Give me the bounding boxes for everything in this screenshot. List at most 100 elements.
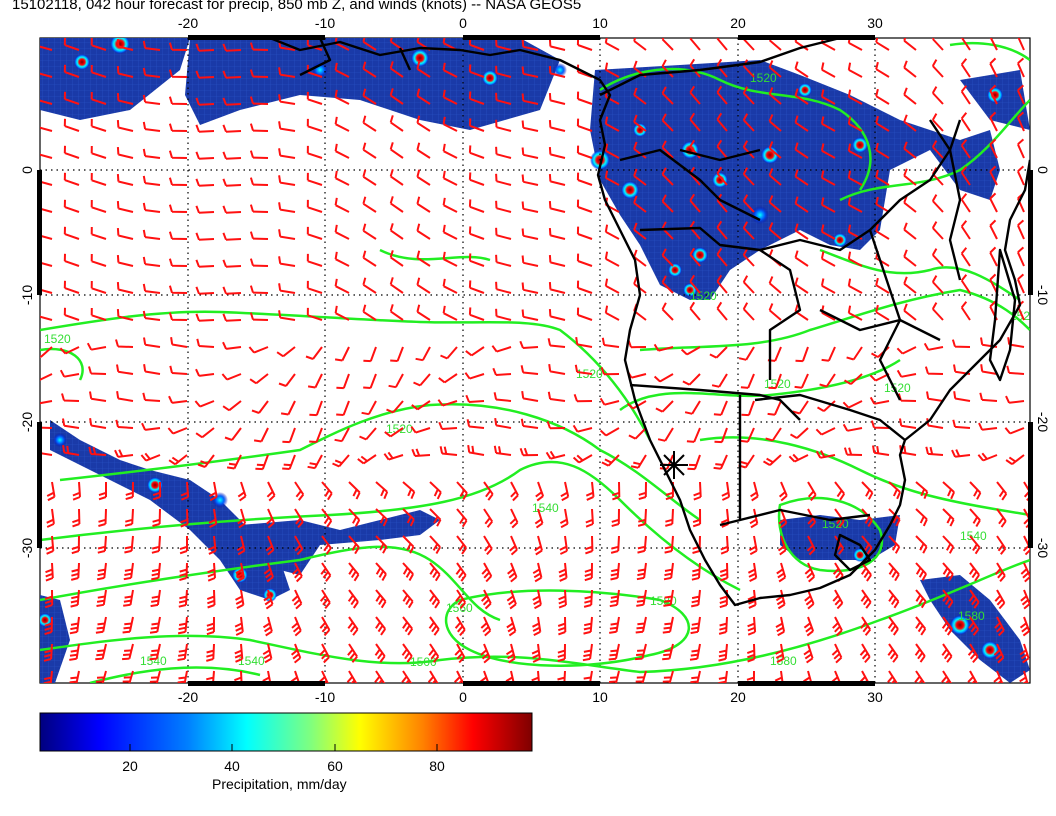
wind-barb	[559, 535, 568, 555]
wind-barb	[960, 85, 971, 105]
wind-barb	[653, 343, 674, 352]
wind-barb	[149, 616, 161, 634]
wind-barb	[711, 373, 728, 388]
wind-barb	[116, 93, 134, 105]
wind-barb	[415, 346, 431, 362]
wind-barb	[442, 170, 458, 186]
wind-barb	[768, 168, 782, 186]
wind-barb	[989, 111, 998, 132]
wind-barb	[495, 227, 512, 240]
wind-barb	[692, 508, 702, 528]
wind-barb	[573, 393, 593, 403]
wind-barb	[989, 165, 998, 186]
wind-barb	[90, 280, 107, 294]
wind-barb	[847, 278, 863, 294]
wind-barb	[657, 427, 674, 442]
wind-barb	[123, 562, 134, 581]
wind-barb	[718, 670, 728, 683]
wind-barb	[319, 589, 331, 609]
contour-label: 1560	[446, 601, 473, 615]
wind-barb	[768, 114, 782, 132]
wind-barb	[251, 400, 269, 414]
wind-barb	[960, 193, 971, 213]
wind-barb	[903, 38, 917, 51]
wind-barb	[749, 535, 758, 556]
wind-barb	[357, 454, 377, 465]
wind-barb	[548, 93, 566, 105]
wind-barb	[576, 118, 593, 132]
wind-barb	[375, 616, 387, 636]
wind-barb	[97, 535, 107, 554]
wind-barb	[40, 180, 53, 186]
wind-barb	[492, 367, 512, 376]
wind-barb	[960, 274, 971, 294]
wind-barb	[931, 275, 944, 294]
wind-barb	[903, 60, 917, 78]
wind-barb	[875, 38, 890, 51]
wind-barb	[278, 94, 296, 105]
wind-barb	[931, 59, 944, 78]
wind-barb	[456, 535, 468, 555]
wind-barb	[278, 229, 296, 240]
wind-barb	[559, 508, 569, 529]
wind-barb	[90, 64, 107, 78]
wind-barb	[116, 228, 134, 240]
wind-barb	[767, 400, 782, 416]
wind-barb	[142, 40, 161, 51]
wind-barb	[716, 274, 728, 294]
wind-barb	[923, 342, 944, 351]
wind-barb	[90, 253, 107, 267]
wind-barb	[294, 535, 304, 556]
wind-barb	[926, 391, 944, 402]
wind-barb	[635, 616, 647, 634]
wind-barb	[69, 643, 80, 661]
wind-barb	[89, 391, 107, 402]
lon-tick-label: -10	[315, 689, 335, 705]
wind-barb	[178, 589, 188, 608]
wind-barb	[332, 454, 350, 468]
wind-barb	[481, 562, 493, 583]
wind-barb	[222, 178, 242, 187]
wind-barb	[493, 392, 512, 402]
wind-barb	[604, 170, 620, 186]
wind-barb	[820, 224, 836, 240]
wind-barb	[177, 670, 188, 683]
wind-barb	[195, 205, 215, 214]
wind-barb	[662, 616, 674, 634]
wind-barb	[116, 120, 134, 132]
wind-barb	[820, 89, 836, 105]
wind-barb	[820, 116, 836, 132]
wind-barb	[493, 445, 512, 456]
wind-barb	[788, 453, 809, 463]
wind-barb	[455, 589, 467, 609]
wind-barb	[282, 427, 296, 444]
wind-barb	[98, 508, 107, 527]
wind-barb	[442, 197, 458, 213]
wind-barb	[334, 251, 350, 267]
lat-labels-left: 0 -10 -20 -30	[19, 166, 35, 558]
wind-barb	[179, 562, 188, 581]
wind-barb	[416, 250, 431, 267]
wind-barb	[98, 482, 107, 501]
wind-barb	[633, 195, 647, 213]
wind-barb	[115, 419, 134, 429]
wind-barb	[628, 427, 647, 440]
wind-barb	[40, 45, 53, 51]
wind-barb	[362, 223, 377, 240]
wind-barb	[347, 643, 358, 663]
wind-barb	[249, 96, 269, 105]
wind-barb	[741, 400, 755, 417]
lat-tick-label: -10	[1035, 285, 1051, 305]
wind-barb	[861, 481, 874, 500]
wind-barb	[480, 643, 491, 664]
wind-barb	[583, 589, 593, 608]
wind-barb	[989, 246, 998, 267]
wind-barb	[820, 278, 836, 294]
lat-tick-label: -30	[1035, 538, 1051, 558]
wind-barb	[168, 312, 188, 321]
wind-barb	[142, 94, 161, 105]
wind-barb	[149, 643, 161, 661]
wind-barb	[1019, 670, 1029, 683]
wind-barb	[609, 616, 620, 634]
wind-barb	[495, 281, 512, 294]
